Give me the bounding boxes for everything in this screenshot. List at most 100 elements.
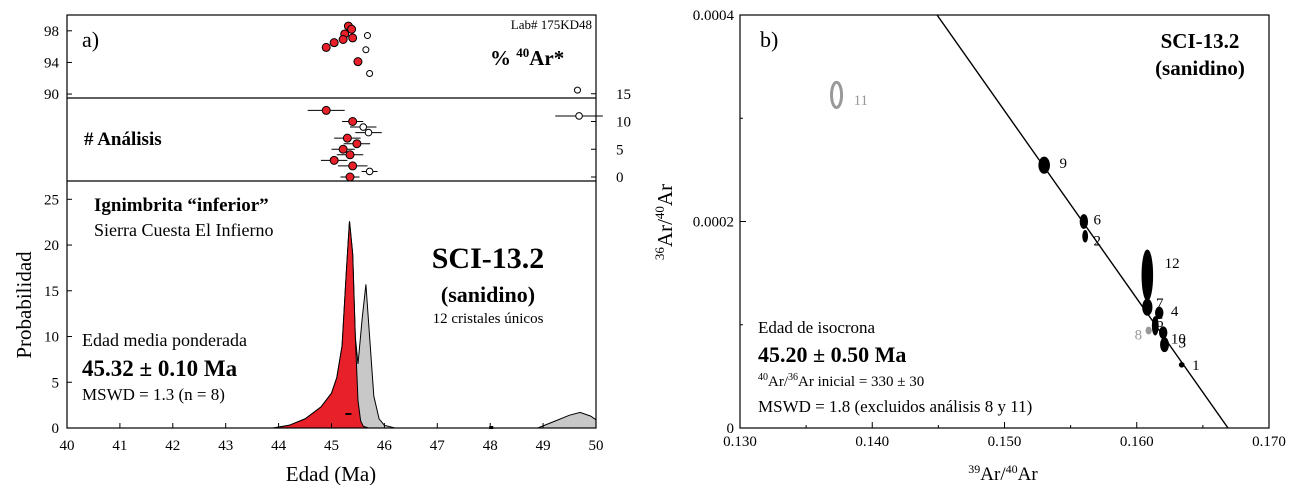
radiogenic-point-excluded bbox=[362, 46, 370, 54]
radiogenic-point-excluded bbox=[573, 86, 581, 94]
radiogenic-tick-label: 94 bbox=[44, 55, 60, 71]
radiogenic-point-included bbox=[329, 38, 339, 48]
isochron-point bbox=[1141, 249, 1154, 301]
included-analyses-curve bbox=[273, 221, 369, 429]
unit-title: Ignimbrita “inferior” bbox=[94, 195, 269, 216]
analysis-tick-label: 10 bbox=[616, 115, 631, 131]
radiogenic-point-included bbox=[321, 42, 331, 52]
age-tick-label: 50 bbox=[589, 438, 604, 454]
radiogenic-point-included bbox=[348, 33, 358, 43]
isochron-point-label: 2 bbox=[1094, 233, 1102, 249]
b-y-axis-ticks: 0 0.0002 0.0004 bbox=[693, 8, 746, 437]
radiogenic-axis-ticks: 90 94 98 bbox=[44, 24, 72, 103]
isochron-point bbox=[1158, 326, 1168, 339]
age-tick-label: 41 bbox=[112, 438, 127, 454]
radiogenic-point-included bbox=[347, 24, 357, 34]
analysis-point-included bbox=[345, 172, 355, 182]
radiogenic-point-included bbox=[353, 57, 363, 67]
isochron-point-label: 3 bbox=[1178, 336, 1186, 352]
probability-tick-label: 20 bbox=[44, 238, 59, 254]
probability-tick-label: 25 bbox=[44, 192, 59, 208]
isochron-point-label: 9 bbox=[1059, 156, 1067, 172]
analysis-point-included bbox=[345, 150, 355, 160]
isochron-label: Edad de isocrona bbox=[758, 318, 876, 337]
isochron-point bbox=[1142, 298, 1153, 316]
analysis-point-excluded bbox=[359, 123, 368, 131]
analysis-point-excluded bbox=[365, 167, 374, 176]
isochron-point-label: 11 bbox=[854, 93, 868, 109]
probability-tick-label: 15 bbox=[44, 284, 59, 300]
mineral-label-b: (sanidino) bbox=[1155, 56, 1245, 80]
isochron-point bbox=[1079, 214, 1089, 229]
radiogenic-tick-label: 90 bbox=[44, 87, 59, 103]
probability-tick-label: 10 bbox=[44, 330, 59, 346]
analysis-bars bbox=[307, 105, 603, 182]
analysis-tick-label: 5 bbox=[616, 142, 624, 158]
panel-b-letter: b) bbox=[760, 27, 778, 52]
isochron-point bbox=[1038, 156, 1050, 174]
analysis-point-included bbox=[348, 117, 358, 126]
age-tick-label: 45 bbox=[324, 438, 339, 454]
analysis-tick-label: 0 bbox=[616, 170, 624, 186]
b-x-axis-ticks: 0.130 0.140 0.150 0.160 0.170 bbox=[723, 422, 1286, 450]
b-x-tick-label: 0.170 bbox=[1252, 434, 1286, 450]
b-x-tick-label: 0.130 bbox=[723, 434, 757, 450]
age-tick-label: 49 bbox=[536, 438, 551, 454]
age-axis-label: Edad (Ma) bbox=[286, 462, 376, 485]
isochron-value: 45.20 ± 0.50 Ma bbox=[758, 342, 906, 367]
isochron-point-label: 10 bbox=[1171, 332, 1186, 348]
isochron-point-label: 12 bbox=[1165, 256, 1180, 272]
age-tick-label: 44 bbox=[271, 438, 287, 454]
isochron-point-excluded bbox=[1145, 326, 1152, 335]
analysis-point-excluded bbox=[364, 128, 373, 137]
radiogenic-tick-label: 98 bbox=[44, 24, 59, 40]
probability-axis-label: Probabilidad bbox=[12, 251, 36, 359]
isochron-point bbox=[1155, 306, 1164, 320]
initial-ratio: 40Ar/36Ar inicial = 330 ± 30 bbox=[758, 372, 924, 390]
radiogenic-point-excluded bbox=[366, 69, 374, 77]
b-y-tick-label: 0.0004 bbox=[693, 8, 735, 24]
panel-a-letter: a) bbox=[82, 27, 99, 52]
b-x-tick-label: 0.140 bbox=[855, 434, 889, 450]
weighted-mean-value: 45.32 ± 0.10 Ma bbox=[82, 356, 238, 381]
age-axis-ticks: 40 41 42 43 44 45 46 47 48 49 50 bbox=[60, 423, 604, 454]
analysis-axis-ticks: 0 5 10 15 bbox=[591, 87, 631, 186]
b-y-tick-label: 0 bbox=[727, 421, 735, 437]
isochron-point bbox=[1160, 337, 1169, 353]
probability-tick-label: 0 bbox=[52, 421, 60, 437]
lab-id: Lab# 175KD48 bbox=[511, 17, 592, 32]
analysis-point-excluded bbox=[575, 112, 583, 120]
radiogenic-point-excluded bbox=[363, 32, 371, 40]
isochron-point bbox=[1151, 316, 1159, 336]
b-y-axis-label: 36Ar/40Ar bbox=[652, 184, 677, 260]
weighted-mean-label: Edad media ponderada bbox=[82, 330, 247, 350]
isochron-point-label: 1 bbox=[1192, 358, 1200, 374]
isochron-point-label: 6 bbox=[1094, 213, 1102, 229]
isochron-point-label: 8 bbox=[1135, 328, 1143, 344]
age-tick-label: 48 bbox=[483, 438, 498, 454]
age-tick-label: 40 bbox=[60, 438, 75, 454]
analysis-point-included bbox=[342, 133, 352, 143]
radiogenic-label: % 40Ar* bbox=[490, 45, 564, 70]
age-tick-label: 47 bbox=[430, 438, 446, 454]
age-tick-label: 43 bbox=[218, 438, 233, 454]
probability-tick-label: 5 bbox=[52, 375, 60, 391]
b-x-tick-label: 0.160 bbox=[1120, 434, 1154, 450]
analysis-point-included bbox=[321, 105, 331, 115]
radiogenic-point-included bbox=[338, 35, 348, 45]
isochron-point bbox=[1178, 362, 1185, 368]
analysis-point-included bbox=[338, 144, 348, 154]
analysis-tick-label: 15 bbox=[616, 87, 631, 103]
analysis-point-included bbox=[348, 161, 358, 171]
probability-axis-ticks: 0 5 10 15 20 25 bbox=[44, 192, 72, 437]
isochron-point bbox=[1082, 229, 1089, 243]
age-tick-label: 42 bbox=[165, 438, 180, 454]
isochron-point-label: 7 bbox=[1156, 296, 1164, 312]
isochron-point-label: 5 bbox=[1156, 315, 1164, 331]
crystals-note: 12 cristales únicos bbox=[433, 311, 544, 327]
sample-id-b: SCI-13.2 bbox=[1161, 29, 1240, 53]
b-x-tick-label: 0.150 bbox=[988, 434, 1022, 450]
